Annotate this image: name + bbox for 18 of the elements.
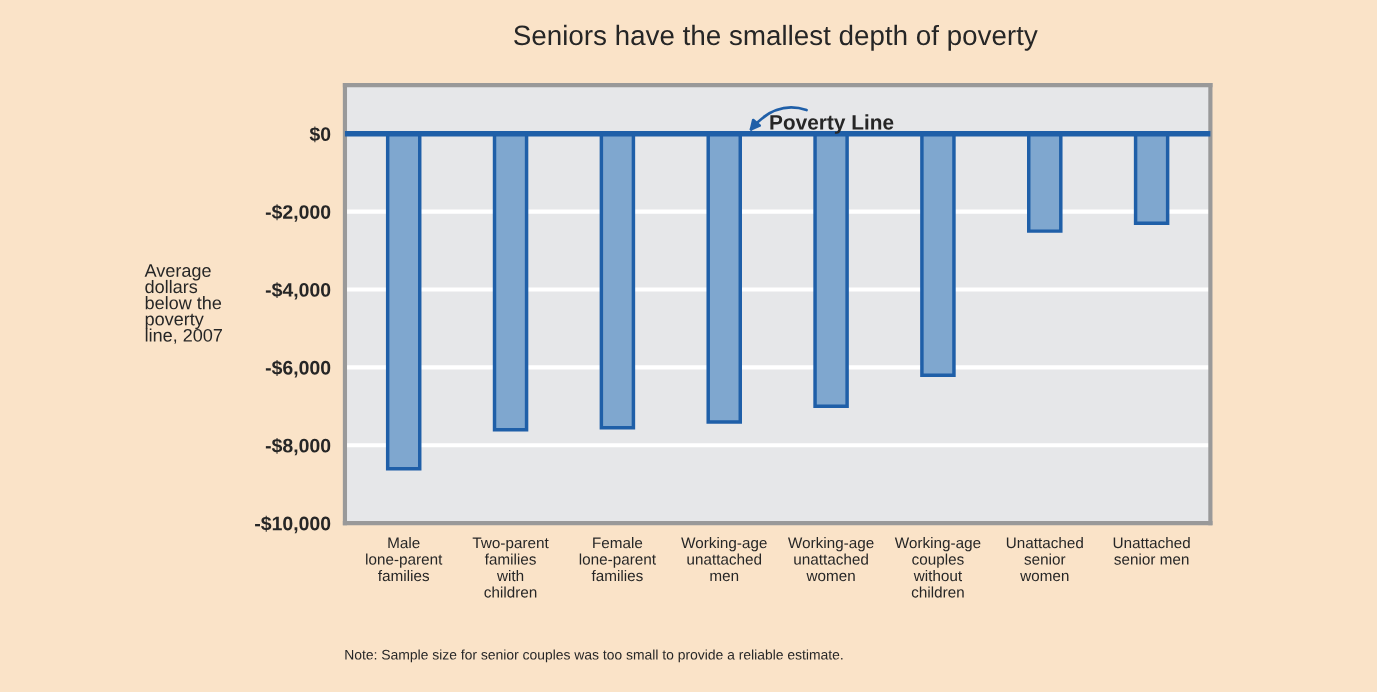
y-tick-label: $0 <box>309 126 331 143</box>
y-tick-label: -$4,000 <box>265 282 331 300</box>
x-tick-label: Female lone-parent families <box>579 537 656 582</box>
x-tick-label: Unattached senior men <box>1113 537 1190 565</box>
y-axis-title: Average dollars below the poverty line, 2007 <box>144 264 222 344</box>
x-tick-label: Male lone-parent families <box>366 537 443 582</box>
x-tick-label: Unattached senior women <box>1006 537 1083 582</box>
text: Note: Sample size for senior couples was too small to provide a reliable estimate. <box>345 649 843 663</box>
x-tick-label: Working-age couples without children <box>894 537 981 598</box>
y-tick-label: -$10,000 <box>255 515 331 534</box>
y-tick-label: -$8,000 <box>265 437 331 456</box>
chart-title: Seniors have the smallest depth of poverty <box>514 24 1038 51</box>
ref-line-label: Poverty Line <box>770 114 894 134</box>
y-tick-label: -$2,000 <box>265 204 331 222</box>
x-tick-label: Two-parent families with children <box>472 537 549 598</box>
x-tick-label: Working-age unattached men <box>681 537 767 582</box>
y-tick-label: -$6,000 <box>265 360 331 378</box>
x-tick-label: Working-age unattached women <box>787 537 874 582</box>
